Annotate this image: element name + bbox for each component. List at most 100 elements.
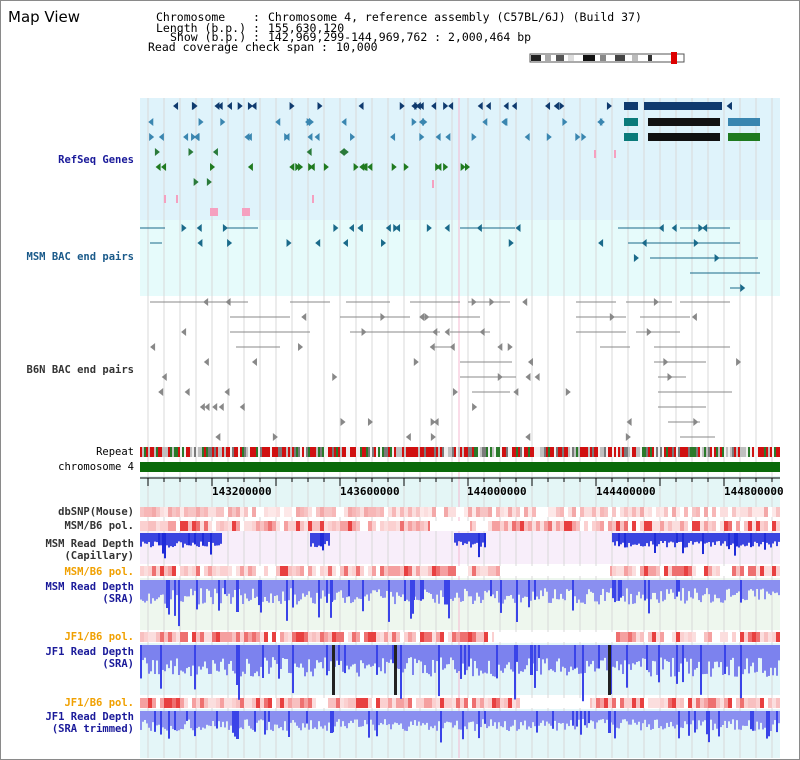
polymorphism-cell <box>372 698 376 708</box>
gene-exon-mark <box>403 163 409 171</box>
track-label-jf1-pol[interactable]: JF1/B6 pol. <box>64 631 134 643</box>
read-depth-bar <box>626 533 628 548</box>
read-depth-bar <box>408 645 410 658</box>
polymorphism-cell <box>180 566 184 576</box>
read-depth-bar <box>726 711 728 728</box>
snp-density-cell <box>512 507 516 517</box>
read-depth-bar <box>718 645 720 668</box>
polymorphism-cell <box>428 632 432 642</box>
track-label-jf1-depth-sra[interactable]: JF1 Read Depth (SRA) <box>45 646 134 670</box>
read-depth-bar <box>230 580 232 604</box>
read-depth-bar <box>394 645 397 695</box>
read-depth-bar <box>320 645 322 663</box>
read-depth-bar <box>318 533 320 546</box>
read-depth-bar <box>746 645 748 659</box>
read-depth-bar <box>574 711 576 730</box>
polymorphism-cell <box>388 521 392 531</box>
read-depth-bar <box>392 580 394 597</box>
read-depth-bar <box>464 580 466 589</box>
polymorphism-cell <box>768 698 772 708</box>
snp-density-cell <box>644 507 648 517</box>
read-depth-bar <box>270 711 272 730</box>
track-label-b6n-bac[interactable]: B6N BAC end pairs <box>26 364 134 376</box>
read-depth-bar <box>614 711 616 739</box>
read-depth-bar <box>724 533 726 542</box>
polymorphism-cell <box>412 521 416 531</box>
polymorphism-cell <box>760 632 764 642</box>
track-label-refseq[interactable]: RefSeq Genes <box>58 154 134 166</box>
polymorphism-cell <box>612 521 616 531</box>
track-label-msm-pol-2[interactable]: MSM/B6 pol. <box>64 566 134 578</box>
read-depth-bar <box>658 711 660 729</box>
polymorphism-cell <box>304 698 308 708</box>
repeat-mark <box>680 447 682 457</box>
read-depth-bar <box>146 533 148 544</box>
polymorphism-cell <box>752 698 756 708</box>
snp-density-cell <box>208 507 212 517</box>
read-depth-bar <box>152 580 154 599</box>
read-depth-bar <box>536 580 538 597</box>
snp-density-cell <box>456 507 460 517</box>
read-depth-bar <box>390 645 392 660</box>
read-depth-bar <box>740 580 742 603</box>
read-depth-bar <box>616 580 618 601</box>
read-depth-bar <box>744 645 746 670</box>
read-depth-bar <box>180 580 182 602</box>
read-depth-bar <box>518 711 520 730</box>
read-depth-bar <box>504 645 506 669</box>
snp-density-cell <box>224 507 228 517</box>
read-depth-bar <box>702 580 704 596</box>
read-depth-bar <box>264 645 266 658</box>
track-label-msm-depth-cap[interactable]: MSM Read Depth (Capillary) <box>45 538 134 562</box>
track-label-jf1-depth-trim[interactable]: JF1 Read Depth (SRA trimmed) <box>45 711 134 735</box>
polymorphism-cell <box>460 566 464 576</box>
track-label-jf1-pol-2[interactable]: JF1/B6 pol. <box>64 697 134 709</box>
read-depth-bar <box>766 711 768 739</box>
polymorphism-cell <box>520 521 524 531</box>
track-label-msm-pol[interactable]: MSM/B6 pol. <box>64 520 134 532</box>
read-depth-bar <box>596 645 598 669</box>
polymorphism-cell <box>144 521 148 531</box>
repeat-mark <box>444 447 446 457</box>
polymorphism-cell <box>536 521 540 531</box>
read-depth-bar <box>550 580 552 603</box>
bac-end-mark <box>385 224 391 232</box>
polymorphism-cell <box>400 566 404 576</box>
track-label-msm-bac[interactable]: MSM BAC end pairs <box>26 251 134 263</box>
repeat-mark <box>608 447 610 457</box>
read-depth-bar <box>662 580 664 602</box>
track-label-dbsnp[interactable]: dbSNP(Mouse) <box>58 506 134 518</box>
repeat-mark <box>204 447 206 457</box>
polymorphism-cell <box>628 632 632 642</box>
read-depth-bar <box>378 645 380 668</box>
read-depth-bar <box>710 580 712 603</box>
read-depth-bar <box>436 645 438 662</box>
polymorphism-cell <box>436 698 440 708</box>
read-depth-bar <box>476 580 478 593</box>
read-depth-bar <box>570 580 572 590</box>
polymorphism-cell <box>608 521 612 531</box>
repeat-mark <box>724 447 726 457</box>
repeat-mark <box>482 447 484 457</box>
polymorphism-cell <box>304 632 308 642</box>
repeat-mark <box>348 447 350 457</box>
read-depth-bar <box>374 645 376 664</box>
read-depth-bar <box>478 580 480 597</box>
polymorphism-cell <box>260 566 264 576</box>
polymorphism-cell <box>488 698 492 708</box>
snp-density-cell <box>344 507 348 517</box>
read-depth-bar <box>656 645 658 675</box>
snp-density-cell <box>276 507 280 517</box>
snp-density-cell <box>168 507 172 517</box>
read-depth-bar <box>652 711 654 729</box>
ideogram-band <box>632 55 638 61</box>
track-label-msm-depth-sra[interactable]: MSM Read Depth (SRA) <box>45 581 134 605</box>
polymorphism-cell <box>416 632 420 642</box>
polymorphism-cell <box>740 632 744 642</box>
polymorphism-cell <box>276 632 280 642</box>
read-depth-bar <box>762 645 764 673</box>
gene-exon-mark <box>148 118 154 126</box>
length-label: Length (b.p.) <box>156 21 247 35</box>
read-depth-bar <box>432 580 434 599</box>
